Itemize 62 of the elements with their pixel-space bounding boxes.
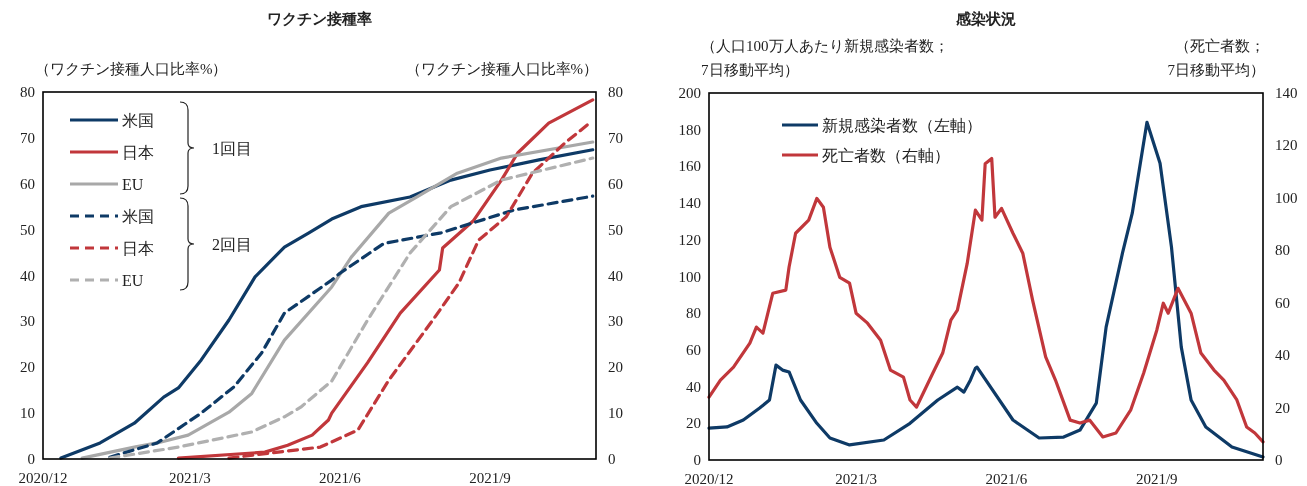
- x-tick-label: 2021/9: [1135, 471, 1178, 486]
- y-tick-label: 20: [686, 415, 701, 432]
- y-tick-label: 0: [27, 451, 35, 467]
- legend-label: EU: [122, 176, 144, 193]
- y-tick-label: 30: [20, 313, 35, 330]
- y-axis-title: （人口100万人あたり新規感染者数； 7日移動平均）: [701, 38, 949, 78]
- legend-label: 新規感染者数（左軸）: [822, 117, 982, 134]
- y-tick-label: 40: [686, 378, 701, 395]
- y2-tick-label: 70: [608, 129, 623, 146]
- y-tick-label: 160: [678, 158, 701, 175]
- y-tick-label: 10: [20, 405, 35, 422]
- x-tick-label: 2020/12: [684, 471, 734, 486]
- y-tick-label: 0: [693, 452, 701, 468]
- annotation: 2回目: [212, 236, 252, 253]
- x-tick-label: 2021/6: [319, 470, 362, 486]
- y2-tick-label: 20: [608, 359, 623, 376]
- chart-title: 感染状況: [955, 10, 1016, 27]
- y2-tick-label: 0: [1275, 452, 1283, 468]
- legend-label: 米国: [122, 112, 154, 129]
- x-tick-label: 2020/12: [18, 470, 68, 486]
- x-tick-label: 2021/6: [985, 471, 1028, 486]
- line-series: [176, 98, 595, 460]
- y-tick-label: 50: [20, 221, 35, 238]
- y2-tick-label: 50: [608, 221, 623, 238]
- x-tick-label: 2021/3: [168, 470, 211, 486]
- chart-title: ワクチン接種率: [267, 10, 372, 27]
- y2-tick-label: 10: [608, 405, 623, 422]
- y2-tick-label: 80: [608, 84, 623, 100]
- y2-tick-label: 0: [608, 451, 616, 467]
- y2-axis-title: （ワクチン接種人口比率%）: [405, 61, 598, 77]
- y-tick-label: 180: [678, 121, 701, 138]
- y-tick-label: 60: [20, 175, 35, 192]
- y2-tick-label: 60: [1275, 294, 1290, 311]
- legend-label: 日本: [122, 240, 154, 257]
- y2-tick-label: 20: [1275, 399, 1290, 416]
- y2-tick-label: 100: [1275, 189, 1298, 206]
- annotation: 1回目: [212, 140, 252, 157]
- legend-label: 死亡者数（右軸）: [822, 147, 950, 164]
- y-tick-label: 70: [20, 129, 35, 146]
- y-tick-label: 20: [20, 359, 35, 376]
- y-tick-label: 100: [678, 268, 701, 285]
- y-tick-label: 140: [678, 195, 701, 212]
- y2-tick-label: 120: [1275, 137, 1298, 154]
- y2-tick-label: 40: [1275, 347, 1290, 364]
- y-tick-label: 40: [20, 267, 35, 284]
- y2-axis-title: （死亡者数； 7日移動平均）: [1167, 38, 1265, 78]
- y-tick-label: 200: [678, 85, 701, 101]
- y-tick-label: 60: [686, 341, 701, 358]
- y-tick-label: 80: [686, 305, 701, 322]
- y-axis-title: （ワクチン接種人口比率%）: [35, 61, 228, 77]
- legend-label: 日本: [122, 144, 154, 161]
- y2-tick-label: 60: [608, 175, 623, 192]
- y2-tick-label: 40: [608, 267, 623, 284]
- y2-tick-label: 140: [1275, 85, 1298, 101]
- x-tick-label: 2021/3: [835, 471, 877, 486]
- y2-tick-label: 80: [1275, 242, 1290, 259]
- y-tick-label: 80: [20, 84, 35, 100]
- y2-tick-label: 30: [608, 313, 623, 330]
- x-tick-label: 2021/9: [469, 470, 511, 486]
- y-tick-label: 120: [678, 231, 701, 248]
- legend-label: EU: [122, 272, 144, 289]
- legend-label: 米国: [122, 208, 154, 225]
